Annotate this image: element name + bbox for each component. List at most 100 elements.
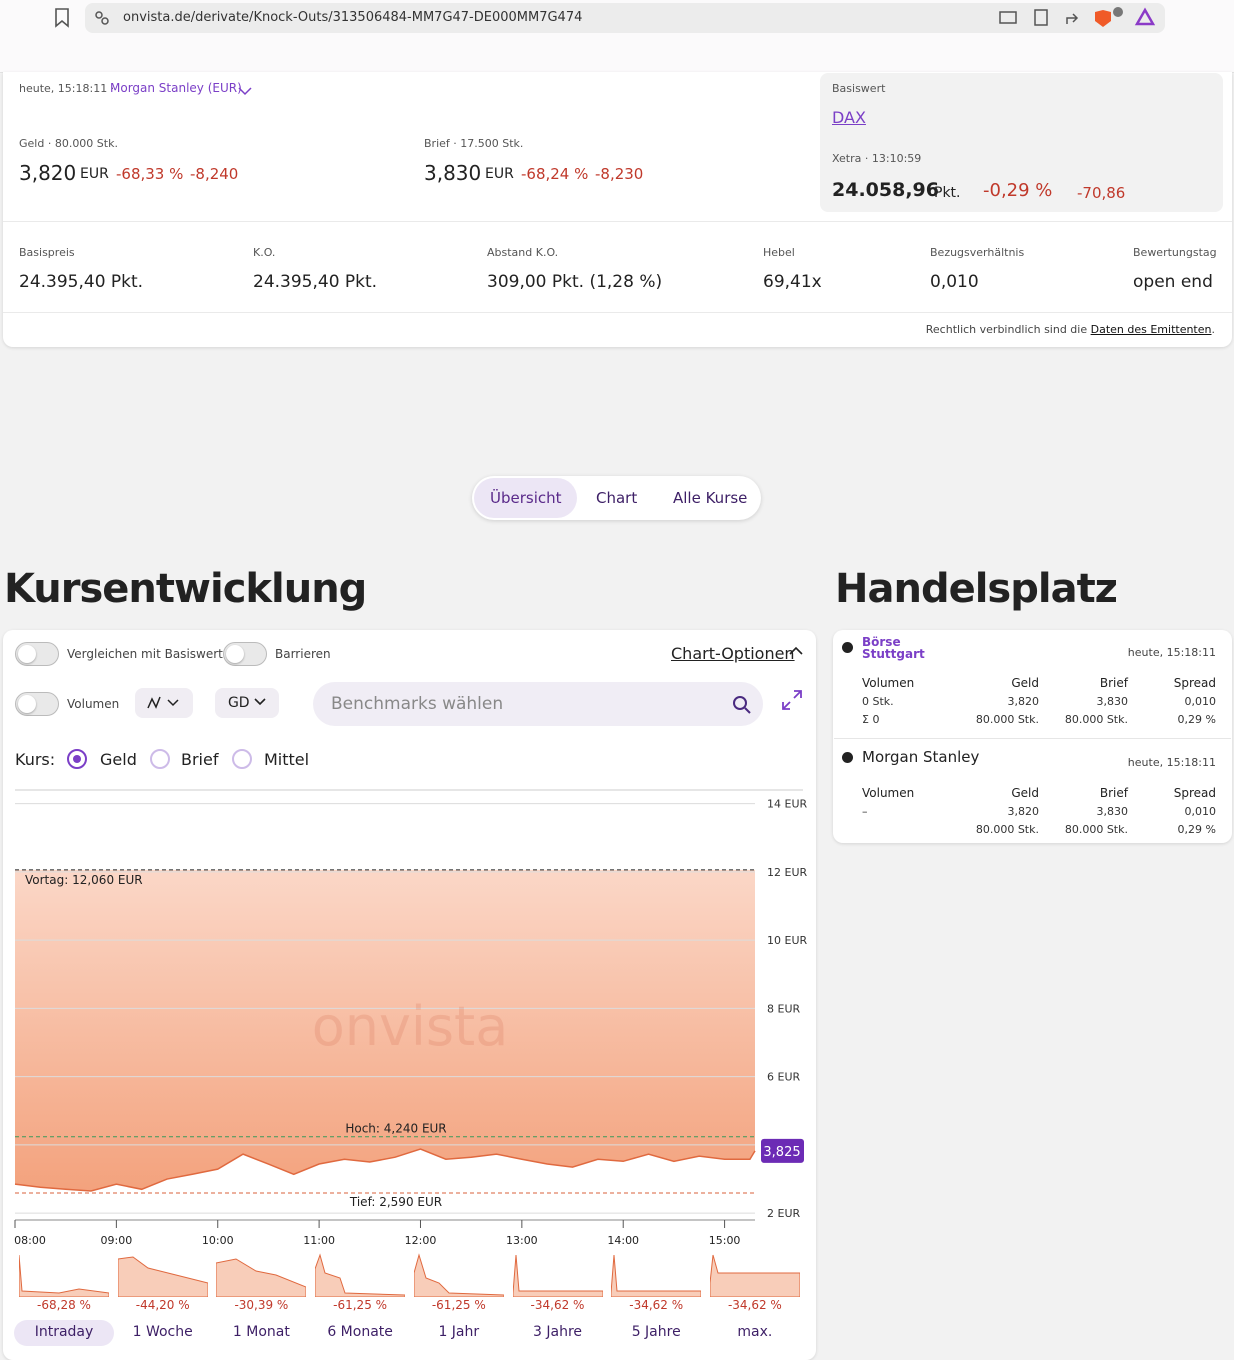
period-active-bg xyxy=(14,1320,114,1346)
period-label[interactable]: 6 Monate xyxy=(327,1324,393,1340)
toggle[interactable] xyxy=(15,692,59,716)
sparkline-path xyxy=(709,1254,800,1297)
period-sparkline[interactable] xyxy=(216,1253,307,1297)
sparkline-path xyxy=(611,1254,702,1297)
x-tick-label: 09:00 xyxy=(101,1234,133,1247)
key-figure-label: Bezugsverhältnis xyxy=(930,246,1025,259)
underlying-exchange: Xetra · 13:10:59 xyxy=(832,152,922,165)
section-heading: Handelsplatz xyxy=(835,566,1118,612)
x-tick-label: 13:00 xyxy=(506,1234,538,1247)
radio-label: Geld xyxy=(100,750,137,769)
period-sparkline[interactable] xyxy=(413,1253,504,1297)
key-figure-label: Bewertungstag xyxy=(1133,246,1217,259)
chevron-up[interactable] xyxy=(789,646,803,656)
toggle-label: Volumen xyxy=(67,697,120,711)
table-cell: 0 Stk. xyxy=(862,695,894,708)
underlying-change-pct: -0,29 % xyxy=(983,180,1053,201)
reference-label: Hoch: 4,240 EUR xyxy=(345,1122,446,1136)
ask-label: Brief · 17.500 Stk. xyxy=(424,137,524,150)
tab[interactable]: Übersicht xyxy=(490,489,562,507)
period-label[interactable]: max. xyxy=(737,1324,773,1340)
x-tick-label: 15:00 xyxy=(709,1234,741,1247)
period-label[interactable]: 1 Woche xyxy=(132,1324,193,1340)
column-header: Spread xyxy=(1173,786,1216,800)
sparkline-path xyxy=(117,1256,208,1297)
disclaimer-text: Rechtlich verbindlich sind die xyxy=(925,323,1088,336)
period-sparkline[interactable] xyxy=(315,1253,406,1297)
period-change[interactable]: -61,25 % xyxy=(431,1298,486,1312)
column-header: Spread xyxy=(1173,676,1216,690)
ask-change-pct: -68,24 % xyxy=(521,165,589,183)
period-change[interactable]: -44,20 % xyxy=(135,1298,190,1312)
chart-type-icon xyxy=(147,696,179,709)
key-figure-label: Abstand K.O. xyxy=(487,246,559,259)
key-figure-value: 309,00 Pkt. (1,28 %) xyxy=(487,272,663,292)
venue-card xyxy=(833,630,1232,843)
table-cell: 3,830 xyxy=(1096,695,1129,708)
period-sparkline[interactable] xyxy=(611,1253,702,1297)
period-label[interactable]: 1 Jahr xyxy=(438,1324,480,1340)
tab[interactable]: Alle Kurse xyxy=(673,489,748,507)
toggle[interactable] xyxy=(15,642,59,666)
period-change[interactable]: -30,39 % xyxy=(234,1298,289,1312)
site-info-icon[interactable] xyxy=(94,10,110,26)
sparkline-path xyxy=(512,1254,603,1297)
underlying-link[interactable]: DAX xyxy=(832,108,866,127)
search-icon[interactable] xyxy=(732,695,752,715)
issuer-chevron[interactable] xyxy=(238,86,252,96)
table-cell: 0,010 xyxy=(1184,805,1217,818)
issuer-data-link[interactable]: Daten des Emittenten xyxy=(1090,323,1212,336)
chart-options[interactable]: Chart-Optionen xyxy=(671,644,795,663)
period-label[interactable]: Intraday xyxy=(34,1324,94,1340)
period-change[interactable]: -34,62 % xyxy=(727,1298,782,1312)
column-header: Brief xyxy=(1099,786,1128,800)
radio[interactable] xyxy=(150,749,170,769)
underlying-unit: Pkt. xyxy=(934,185,961,201)
bid-change-abs: -8,240 xyxy=(190,165,239,183)
period-sparkline[interactable] xyxy=(512,1253,603,1297)
last-value-tag xyxy=(761,1138,804,1163)
period-label[interactable]: 1 Monat xyxy=(232,1324,290,1340)
watermark: onvista xyxy=(312,995,509,1058)
key-figure-label: Basispreis xyxy=(19,246,75,259)
period-sparkline[interactable] xyxy=(117,1253,208,1297)
ask-change-abs: -8,230 xyxy=(595,165,644,183)
radio[interactable] xyxy=(232,749,252,769)
column-header: Geld xyxy=(1011,786,1039,800)
x-tick-label: 14:00 xyxy=(607,1234,639,1247)
period-change[interactable]: -34,62 % xyxy=(530,1298,585,1312)
divider xyxy=(3,312,1232,313)
quote-timestamp: heute, 15:18:11 · xyxy=(19,82,115,95)
x-tick-label: 12:00 xyxy=(405,1234,437,1247)
period-change[interactable]: -34,62 % xyxy=(629,1298,684,1312)
period-label[interactable]: 3 Jahre xyxy=(533,1324,582,1340)
venue-name[interactable]: Morgan Stanley xyxy=(862,748,980,766)
browser-actions[interactable] xyxy=(995,6,1155,30)
url-bar[interactable] xyxy=(85,3,1165,33)
reference-label: Vortag: 12,060 EUR xyxy=(25,873,143,887)
chart-type-select[interactable] xyxy=(135,688,193,718)
period-sparkline[interactable] xyxy=(709,1253,800,1297)
column-header: Volumen xyxy=(862,676,915,690)
kurs-label: Kurs: xyxy=(15,750,56,769)
expand-icon[interactable] xyxy=(781,689,803,711)
benchmark-search[interactable] xyxy=(313,682,763,726)
period-label[interactable]: 5 Jahre xyxy=(631,1324,681,1340)
toggle[interactable] xyxy=(223,642,267,666)
underlying-label: Basiswert xyxy=(832,82,886,95)
table-cell: 80.000 Stk. xyxy=(975,713,1039,726)
x-tick-label: 08:00 xyxy=(14,1234,46,1247)
issuer-select[interactable]: Morgan Stanley (EUR) xyxy=(110,81,242,95)
bookmark-icon[interactable] xyxy=(54,8,70,28)
period-sparkline[interactable] xyxy=(19,1253,109,1297)
tab[interactable]: Chart xyxy=(596,489,638,507)
period-change[interactable]: -68,28 % xyxy=(37,1298,91,1312)
y-tick-label: 12 EUR xyxy=(767,866,807,879)
radio-selected[interactable] xyxy=(67,749,87,769)
indicator-select[interactable]: GD xyxy=(215,688,279,718)
table-cell: 0,29 % xyxy=(1177,823,1216,836)
table-cell: 80.000 Stk. xyxy=(1064,713,1128,726)
venue-time: heute, 15:18:11 xyxy=(1127,646,1216,659)
venue-name[interactable]: Börse Stuttgart xyxy=(862,635,925,661)
period-change[interactable]: -61,25 % xyxy=(333,1298,388,1312)
